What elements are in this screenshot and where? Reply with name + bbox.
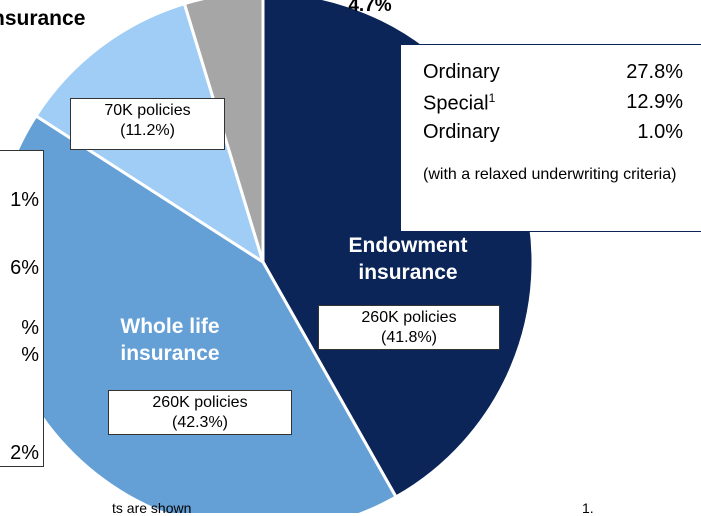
- policy-box: 260K policies (42.3%): [108, 390, 292, 435]
- left-box-text: %: [21, 344, 39, 366]
- policy-count: 260K policies: [361, 309, 457, 326]
- left-box-text: 2%: [10, 442, 39, 464]
- slice-percent: (42.3%): [171, 414, 229, 431]
- slice-label: Endowment insurance: [348, 234, 468, 284]
- slice-percent: (41.8%): [380, 329, 438, 346]
- policy-count: 260K policies: [152, 394, 248, 411]
- left-box-text: 6%: [10, 257, 39, 279]
- breakdown-value: 1.0%: [637, 121, 683, 143]
- left-box: 1% 6%%% 2%: [0, 150, 44, 467]
- left-box-text: %: [21, 317, 39, 339]
- breakdown-row: Ordinary 1.0%: [423, 121, 683, 144]
- breakdown-value: 12.9%: [626, 91, 683, 113]
- policy-box: 70K policies (11.2%): [70, 98, 225, 150]
- breakdown-box: Ordinary 27.8% Special1 12.9% Ordinary 1.0% (w…: [400, 44, 701, 232]
- left-box-text: 1%: [10, 189, 39, 211]
- policy-box: 260K policies (41.8%): [318, 305, 500, 350]
- breakdown-label: Ordinary: [423, 61, 500, 83]
- breakdown-note: (with a relaxed underwriting criteria): [423, 166, 677, 183]
- slice-percent: 4.7%: [348, 0, 392, 16]
- footnote: 1.: [582, 500, 594, 516]
- footnote-marker: 1: [488, 91, 496, 105]
- slice-label: nsurance: [0, 7, 86, 30]
- pie-slice: [0, 113, 399, 513]
- slice-percent: (11.2%): [120, 122, 175, 139]
- policy-count: 70K policies: [104, 102, 191, 119]
- breakdown-value: 27.8%: [626, 61, 683, 83]
- breakdown-row: Special1 12.9%: [423, 91, 683, 116]
- footnote: ts are shown: [112, 500, 192, 516]
- breakdown-row: Ordinary 27.8%: [423, 61, 683, 84]
- breakdown-label: Ordinary: [423, 121, 500, 143]
- slice-label: Whole life insurance: [120, 315, 220, 365]
- breakdown-label: Special: [423, 92, 489, 115]
